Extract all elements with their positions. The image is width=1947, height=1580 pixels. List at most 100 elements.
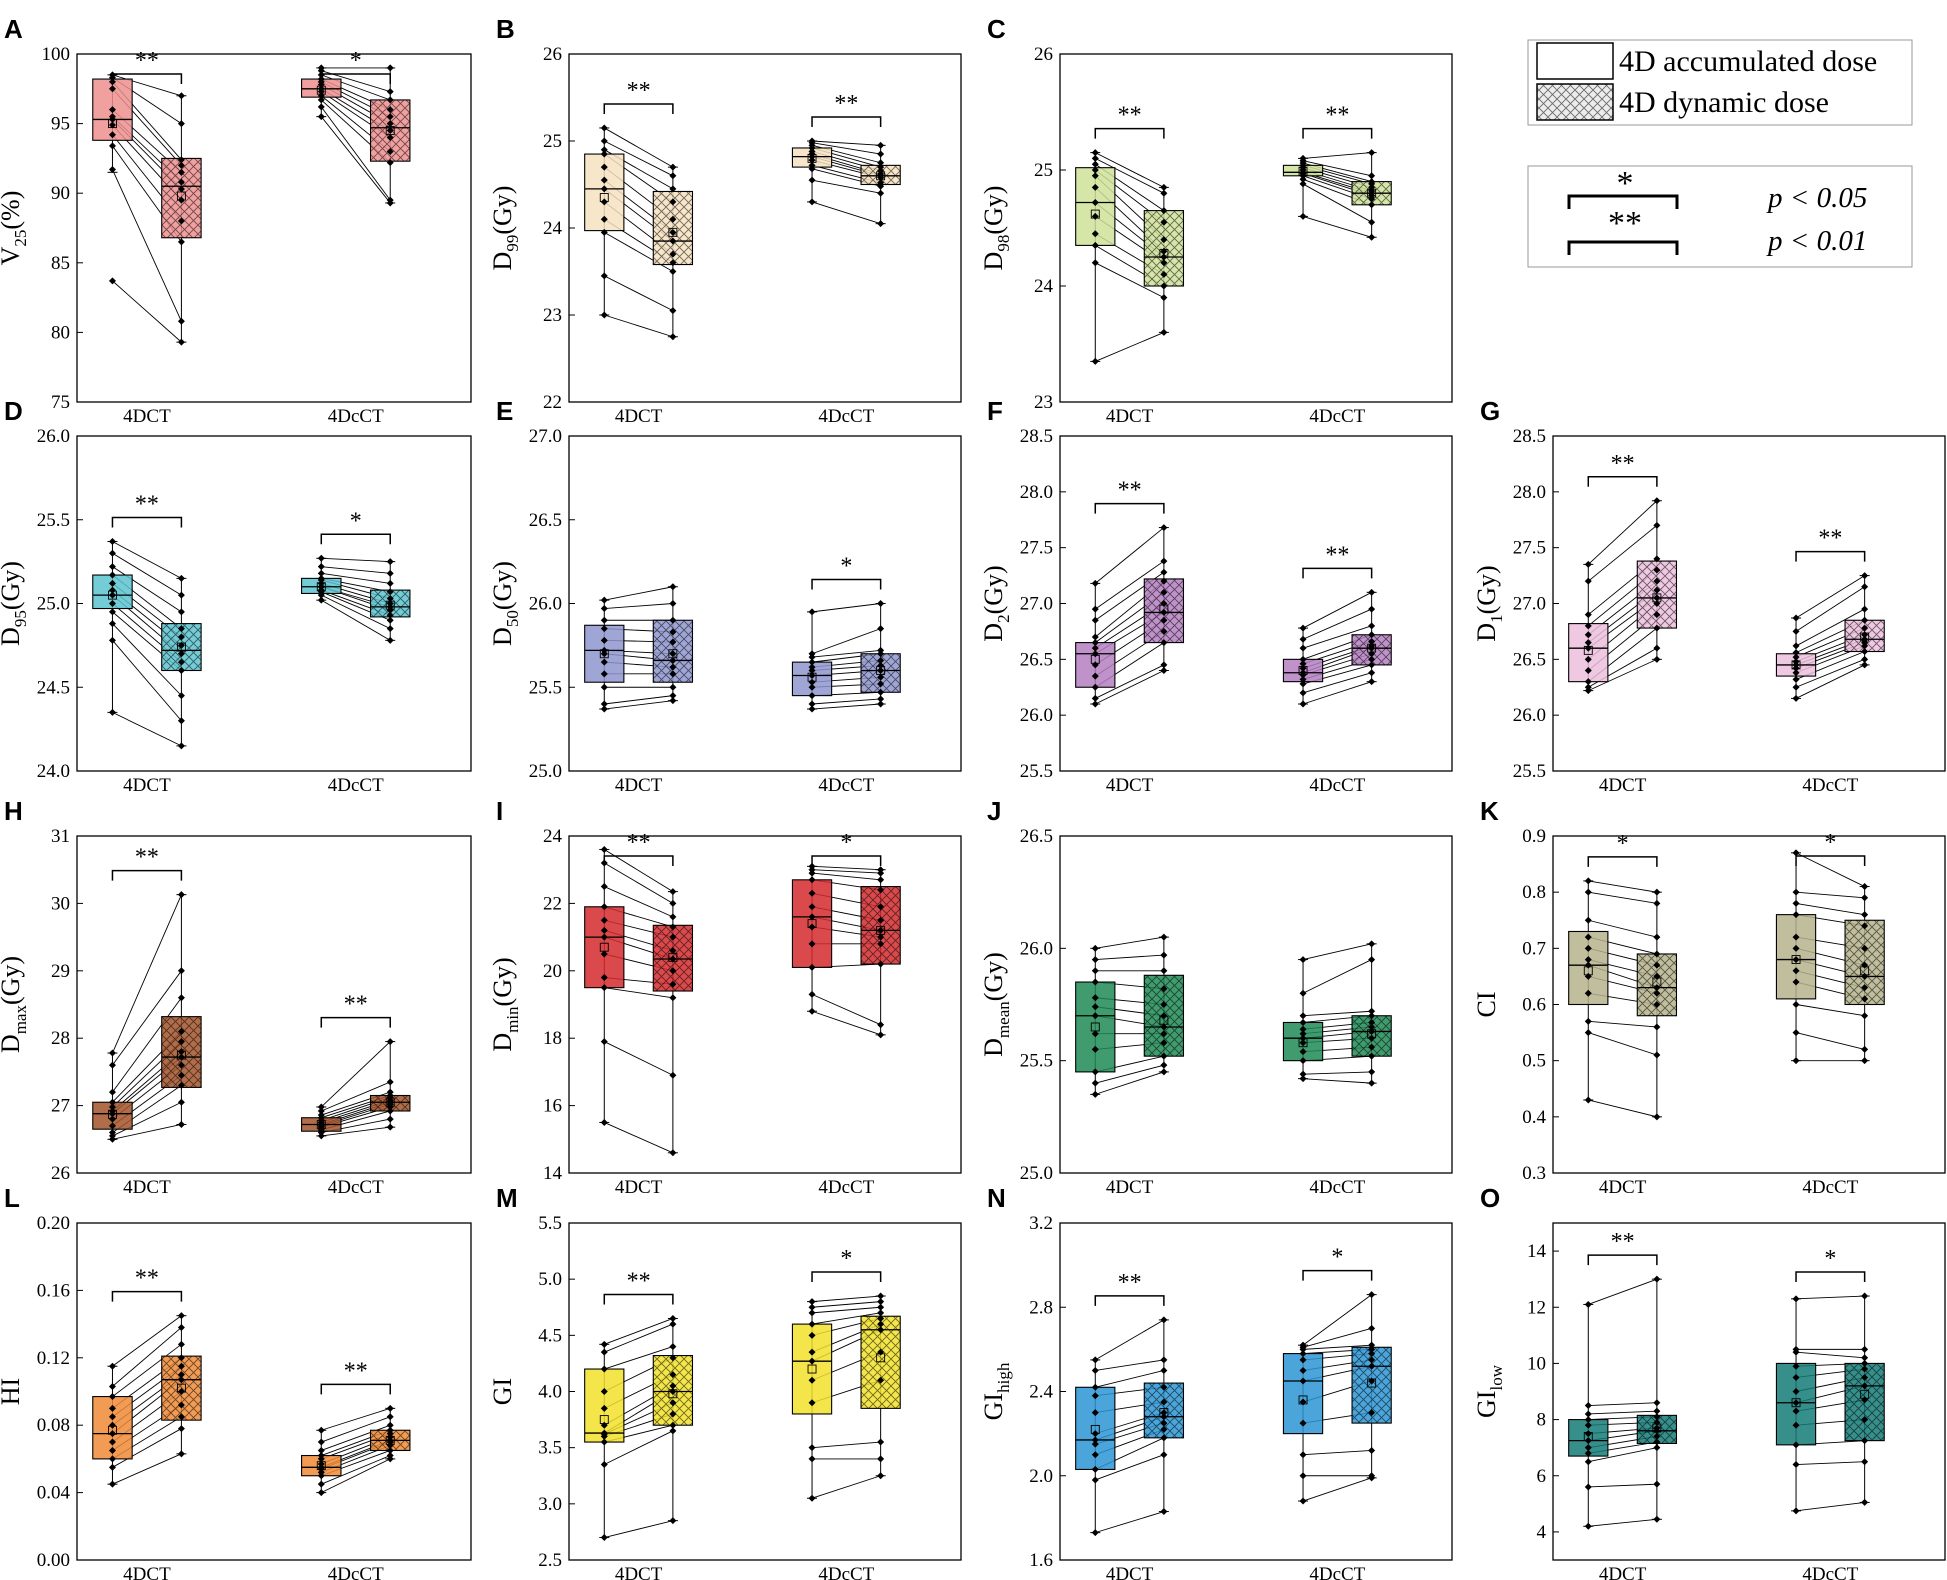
data-point-dynamic <box>669 250 677 258</box>
y-tick-label: 100 <box>42 44 71 65</box>
paired-line <box>811 628 881 655</box>
significance-stars: ** <box>834 91 858 117</box>
group-4DCT: 4DCT ** <box>584 78 694 427</box>
paired-line <box>1588 1402 1657 1406</box>
data-point-accumulated <box>600 616 608 624</box>
data-point-dynamic <box>877 163 885 171</box>
data-point-accumulated <box>1091 1356 1099 1364</box>
data-point-accumulated <box>1091 160 1099 168</box>
paired-line <box>1588 1518 1657 1527</box>
data-point-dynamic <box>877 1303 885 1311</box>
y-tick-label: 0.8 <box>1522 882 1546 903</box>
y-tick-label: 27.0 <box>529 426 562 447</box>
data-point-accumulated <box>108 113 116 121</box>
significance-stars: ** <box>344 992 368 1018</box>
data-point-accumulated <box>1792 1388 1800 1395</box>
data-point-accumulated <box>600 646 608 654</box>
data-point-dynamic <box>386 1413 394 1421</box>
data-point-accumulated <box>600 124 608 132</box>
data-point-accumulated <box>1091 1003 1099 1011</box>
data-point-accumulated <box>108 636 116 644</box>
data-point-accumulated <box>317 85 325 93</box>
y-tick-label: 29 <box>51 961 70 982</box>
paired-line <box>812 865 881 871</box>
data-point-accumulated <box>1091 683 1099 691</box>
panel-D: D 24.0 24.5 25.0 25.5 26.0 D95(Gy) 4DCT ** 4DcCT * <box>0 396 472 796</box>
data-point-accumulated <box>808 663 816 671</box>
data-point-dynamic <box>1368 178 1376 186</box>
data-point-accumulated <box>108 166 116 174</box>
data-point-dynamic <box>1160 247 1168 255</box>
data-point-accumulated <box>108 1103 116 1111</box>
data-point-dynamic <box>1160 588 1168 596</box>
data-point-dynamic <box>1368 631 1376 639</box>
data-point-dynamic <box>669 1149 677 1157</box>
data-point-dynamic <box>877 1320 885 1328</box>
data-point-accumulated <box>1792 653 1800 661</box>
significance-bracket <box>603 103 674 114</box>
data-point-accumulated <box>1792 614 1800 622</box>
paired-line <box>1095 664 1165 699</box>
data-point-accumulated <box>600 658 608 666</box>
y-tick-label: 24.5 <box>37 677 70 698</box>
data-point-accumulated <box>1299 1341 1307 1349</box>
data-point-dynamic <box>1368 1362 1376 1370</box>
y-tick-label: 31 <box>51 826 70 847</box>
y-tick-label: 26.0 <box>529 594 562 615</box>
group-label: 4DcCT <box>1802 1177 1858 1198</box>
panel-letter: J <box>987 796 1001 826</box>
paired-line <box>812 698 881 705</box>
paired-line <box>1795 1501 1865 1512</box>
y-tick-label: 26 <box>543 44 562 65</box>
data-point-accumulated <box>108 1430 116 1438</box>
paired-line <box>1796 891 1865 899</box>
data-point-dynamic <box>177 185 185 193</box>
group-label: 4DcCT <box>1309 1564 1365 1580</box>
data-point-dynamic <box>386 127 394 135</box>
data-point-dynamic <box>1653 1413 1661 1421</box>
data-point-dynamic <box>877 179 885 187</box>
data-point-dynamic <box>177 178 185 186</box>
data-point-accumulated <box>1584 577 1592 585</box>
paired-line <box>1303 1071 1372 1075</box>
data-point-accumulated <box>108 708 116 716</box>
data-point-accumulated <box>1792 1507 1800 1515</box>
data-point-dynamic <box>669 670 677 678</box>
group-label: 4DCT <box>615 406 663 427</box>
data-point-accumulated <box>108 1362 116 1370</box>
group-label: 4DCT <box>1599 1564 1647 1580</box>
paired-line <box>812 1306 881 1314</box>
data-point-dynamic <box>669 888 677 896</box>
paired-line <box>112 711 182 747</box>
group-label: 4DCT <box>1106 775 1154 796</box>
significance-bracket <box>1094 1295 1165 1306</box>
data-point-accumulated <box>1299 956 1307 964</box>
y-tick-label: 26 <box>1034 44 1053 65</box>
data-point-accumulated <box>600 974 608 982</box>
data-point-dynamic <box>1653 644 1661 652</box>
y-tick-label: 28.0 <box>1513 482 1546 503</box>
data-point-dynamic <box>877 1292 885 1300</box>
y-tick-label: 26.5 <box>529 510 562 531</box>
data-point-dynamic <box>1653 1023 1661 1031</box>
data-point-accumulated <box>1091 1366 1099 1374</box>
data-point-dynamic <box>386 64 394 72</box>
data-point-dynamic <box>1368 1350 1376 1358</box>
paired-line <box>1302 1294 1372 1346</box>
data-point-dynamic <box>877 661 885 669</box>
data-point-dynamic <box>1861 648 1869 656</box>
data-point-accumulated <box>1584 1096 1592 1104</box>
paired-line <box>1588 1410 1657 1415</box>
data-point-dynamic <box>177 92 185 100</box>
paired-line <box>1303 1344 1372 1350</box>
data-point-accumulated <box>1299 664 1307 672</box>
data-point-dynamic <box>177 1038 185 1046</box>
data-point-dynamic <box>1368 940 1376 948</box>
y-axis-label: D2(Gy) <box>979 565 1013 641</box>
data-point-accumulated <box>1299 1419 1307 1427</box>
data-point-accumulated <box>1299 1366 1307 1374</box>
paired-line <box>1795 852 1865 887</box>
box-accumulated <box>791 1323 833 1415</box>
data-point-accumulated <box>808 608 816 616</box>
data-point-dynamic <box>1368 1034 1376 1042</box>
